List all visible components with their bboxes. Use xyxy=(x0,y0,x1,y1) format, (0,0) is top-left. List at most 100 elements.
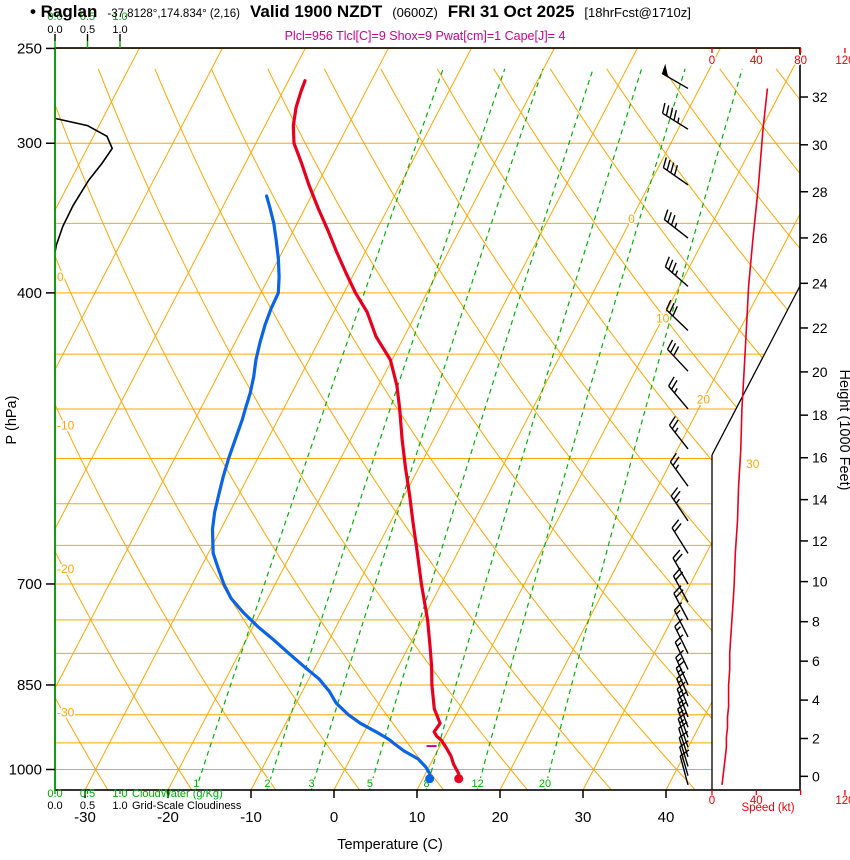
dry-adiabat-line xyxy=(606,68,800,790)
wind-barb xyxy=(668,416,689,450)
pressure-tick-label: 250 xyxy=(17,40,42,57)
mixing-ratio-label: 20 xyxy=(539,778,551,790)
isotherm-line xyxy=(582,48,800,790)
temp-tick-label: -30 xyxy=(74,809,96,826)
cloudwater-scale-label: 0.0 xyxy=(47,11,62,23)
dry-adiabat-line xyxy=(380,68,800,790)
mixing-ratio-label: 2 xyxy=(264,778,270,790)
wind-barb xyxy=(664,256,689,287)
dry-adiabat-label: -20 xyxy=(57,562,75,576)
pressure-tick-label: 700 xyxy=(17,576,42,593)
height-tick-label: 2 xyxy=(812,730,820,746)
wind-barb xyxy=(663,209,689,239)
valid-date: FRI 31 Oct 2025 xyxy=(447,2,575,21)
wind-barb xyxy=(670,487,689,522)
cloudiness-scale-label: 0.0 xyxy=(47,24,62,36)
dry-adiabat-line xyxy=(662,68,800,790)
dry-adiabat-label: -10 xyxy=(57,418,75,432)
height-tick-label: 32 xyxy=(812,89,828,105)
mixing-ratio-line xyxy=(544,68,743,790)
height-tick-label: 4 xyxy=(812,692,820,708)
wind-barb xyxy=(676,681,689,718)
valid-time: Valid 1900 NZDT xyxy=(249,2,383,21)
temp-axis-title: Temperature (C) xyxy=(337,837,443,853)
mixing-ratio-label: 3 xyxy=(309,778,315,790)
height-tick-label: 14 xyxy=(812,492,828,508)
pressure-tick-label: 850 xyxy=(17,677,42,694)
forecast-tag: [18hrFcst@1710z] xyxy=(584,5,691,20)
mixing-ratio-label: 12 xyxy=(472,778,484,790)
temp-tick-label: -10 xyxy=(240,809,262,826)
pressure-tick-label: 1000 xyxy=(9,762,42,779)
pressure-tick-label: 300 xyxy=(17,135,42,152)
height-tick-label: 12 xyxy=(812,533,828,549)
dry-adiabat-line xyxy=(97,68,528,790)
mixing-ratio-line xyxy=(310,68,544,790)
temperature-curve xyxy=(291,79,461,776)
isotherm-line xyxy=(55,48,306,790)
isotherm-line xyxy=(250,48,638,790)
cloudiness-scale-label: 1.0 xyxy=(112,24,127,36)
pressure-axis-title: P (hPa) xyxy=(4,396,20,445)
wind-barb xyxy=(674,634,689,670)
wind-barb xyxy=(671,519,689,554)
dry-adiabat-label: -30 xyxy=(57,705,75,719)
wind-barb xyxy=(675,649,689,686)
temp-tick-label: 30 xyxy=(575,809,592,826)
dry-adiabat-line xyxy=(55,68,109,790)
speed-curve xyxy=(721,88,769,785)
isotherm-label: 30 xyxy=(746,457,760,471)
mixing-ratio-line xyxy=(425,68,643,790)
dry-adiabat-line xyxy=(436,68,800,790)
valid-utc: (0600Z) xyxy=(392,5,438,20)
isotherm-line xyxy=(55,48,389,790)
temp-tick-label: 40 xyxy=(658,809,675,826)
height-tick-label: 18 xyxy=(812,407,828,423)
wind-barb xyxy=(672,549,689,585)
speed-tick-label: 40 xyxy=(750,795,763,807)
isotherm-label: 10 xyxy=(656,311,670,325)
dry-adiabat-line xyxy=(55,68,193,790)
height-tick-label: 28 xyxy=(812,184,828,200)
isotherm-label: 0 xyxy=(628,212,635,226)
speed-axis-title: Speed (kt) xyxy=(741,802,794,814)
speed-tick-label: 120 xyxy=(835,55,850,67)
mixing-ratio-label: 5 xyxy=(367,778,373,790)
skewt-clip-border xyxy=(711,285,801,456)
cloudwater-scale-label: 0.5 xyxy=(80,11,95,23)
cloudiness-scale-label: 0.5 xyxy=(80,800,95,812)
speed-tick-label: 40 xyxy=(750,55,763,67)
wind-barb xyxy=(677,701,689,738)
dry-adiabat-line xyxy=(55,68,361,790)
mixing-ratio-label: 8 xyxy=(424,778,430,790)
wind-barb xyxy=(668,376,689,410)
dry-adiabat-line xyxy=(719,68,800,790)
surface-dewpoint-dot xyxy=(425,774,435,784)
dry-adiabat-label: 0 xyxy=(57,270,64,284)
dry-adiabat-line xyxy=(323,68,800,790)
speed-tick-label: 0 xyxy=(709,795,715,807)
mixing-ratio-line xyxy=(195,68,444,790)
height-tick-label: 22 xyxy=(812,320,828,336)
cloudiness-axis-title: Grid-Scale Cloudiness xyxy=(132,800,242,812)
height-tick-label: 16 xyxy=(812,450,828,466)
height-axis-title: Height (1000 Feet) xyxy=(836,370,850,491)
speed-tick-label: 120 xyxy=(835,795,850,807)
wind-barb xyxy=(661,72,689,90)
dewpoint-curve xyxy=(210,194,432,776)
wind-barb xyxy=(665,299,689,332)
surface-temp-dot xyxy=(454,774,464,784)
temp-tick-label: 20 xyxy=(492,809,509,826)
cloudiness-scale-label: 1.0 xyxy=(112,800,127,812)
isotherm-line xyxy=(167,48,555,790)
dry-adiabat-line xyxy=(55,68,444,790)
wind-barb xyxy=(673,602,689,638)
dry-adiabat-line xyxy=(267,68,780,790)
height-tick-label: 0 xyxy=(812,768,820,784)
cloudwater-scale-label: 1.0 xyxy=(112,11,127,23)
mixing-ratio-label: 1 xyxy=(193,778,199,790)
speed-tick-label: 0 xyxy=(709,55,715,67)
wind-barb xyxy=(661,102,689,130)
